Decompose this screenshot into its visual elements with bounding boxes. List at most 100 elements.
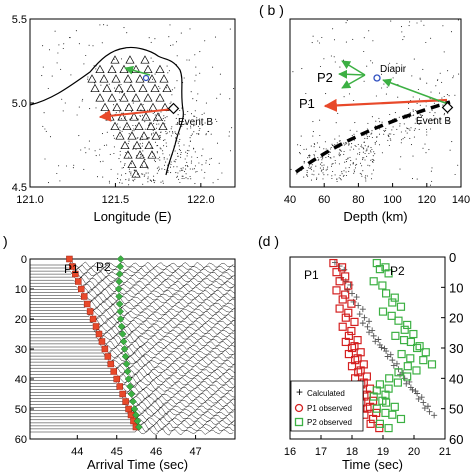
seismicity-dot [366,175,369,177]
p2-observed-mark [394,368,403,377]
seismicity-dot [190,162,192,164]
seismicity-dot [164,123,166,125]
seismicity-dot [185,177,187,179]
seismogram-trace [30,404,234,412]
seismicity-dot [441,97,443,99]
seismicity-dot [171,89,173,91]
seismicity-dot [177,122,179,124]
seismicity-dot [420,121,422,123]
seismicity-dot [390,133,392,135]
seismicity-dot [341,173,343,175]
seismicity-dot [379,128,381,130]
seismicity-dot [449,149,451,151]
seismicity-dot [349,164,351,166]
seismicity-dot [367,146,369,148]
p1-observed-mark [338,295,347,304]
seismicity-dot [391,129,393,131]
seismicity-dot [457,164,459,166]
seismicity-dot [422,68,424,70]
seismicity-dot [431,180,433,182]
calculated-mark [355,302,362,309]
seismicity-dot [216,97,218,99]
seismicity-dot [158,123,160,125]
seismicity-dot [311,164,313,166]
seismicity-dot [219,93,221,95]
seismicity-dot [308,103,310,106]
p2-pick [133,417,142,425]
seismicity-dot [199,128,201,130]
seismicity-dot [75,30,77,32]
seismicity-dot [173,166,175,168]
seismicity-dot [106,24,108,26]
calculated-mark [341,266,348,273]
seismicity-dot [120,161,122,163]
p1-observed-mark [341,290,350,299]
seismicity-dot [190,160,193,162]
station-triangle [127,131,137,140]
seismicity-dot [413,136,415,138]
seismicity-dot [178,178,180,180]
seismicity-dot [399,168,401,170]
seismicity-dot [188,145,190,147]
p2-observed-mark [409,329,418,339]
seismicity-dot [183,170,186,173]
seismicity-dot [56,62,58,64]
seismogram-trace [30,395,234,403]
seismicity-dot [42,45,44,47]
seismicity-dot [386,86,388,88]
seismicity-dot [434,112,436,114]
seismicity-dot [165,161,167,163]
seismicity-dot [426,134,428,136]
station-triangle [127,159,137,169]
p2-observed-mark [415,342,424,351]
seismicity-dot [57,52,59,54]
p1-pick [89,315,97,323]
seismicity-dot [162,182,164,184]
seismicity-dot [152,129,154,132]
seismicity-dot [119,111,121,113]
seismicity-dot [412,110,414,112]
seismicity-dot [353,169,355,171]
seismicity-dot [187,166,189,168]
seismicity-dot [198,129,200,131]
seismicity-dot [431,119,433,121]
seismicity-dot [147,168,149,170]
seismicity-dot [174,150,176,152]
seismicity-dot [366,136,368,138]
seismicity-dot [369,150,372,152]
seismicity-dot [332,170,334,173]
seismicity-dot [420,115,423,117]
seismicity-dot [360,173,362,175]
seismicity-dot [47,182,50,184]
calculated-mark [393,360,400,367]
seismogram-trace [30,294,236,303]
seismicity-dot [187,178,189,180]
seismicity-dot [164,120,166,122]
seismogram-trace [30,346,235,354]
seismicity-dot [454,94,456,96]
seismicity-dot [106,144,108,146]
seismicity-dot [157,120,159,122]
seismicity-dot [193,148,195,150]
seismicity-dot [303,162,305,164]
seismicity-dot [167,171,169,174]
seismicity-dot [62,110,64,112]
seismicity-dot [153,122,155,125]
seismicity-dot [319,119,321,121]
seismicity-dot [372,40,374,42]
seismicity-dot [205,160,207,162]
seismicity-dot [374,142,376,144]
seismicity-dot [389,62,391,64]
p2-observed-mark [421,348,430,357]
seismicity-dot [177,142,179,144]
seismicity-dot [174,131,176,133]
seismicity-dot [353,172,355,174]
p2-observed-mark [412,366,421,375]
seismicity-dot [193,168,195,170]
seismicity-dots-a [41,24,235,186]
p1-pick [92,323,100,330]
y-tick-label-c: 60 [15,434,27,446]
seismicity-dot [299,144,301,147]
seismicity-dot [392,126,394,128]
seismicity-dot [393,133,395,136]
